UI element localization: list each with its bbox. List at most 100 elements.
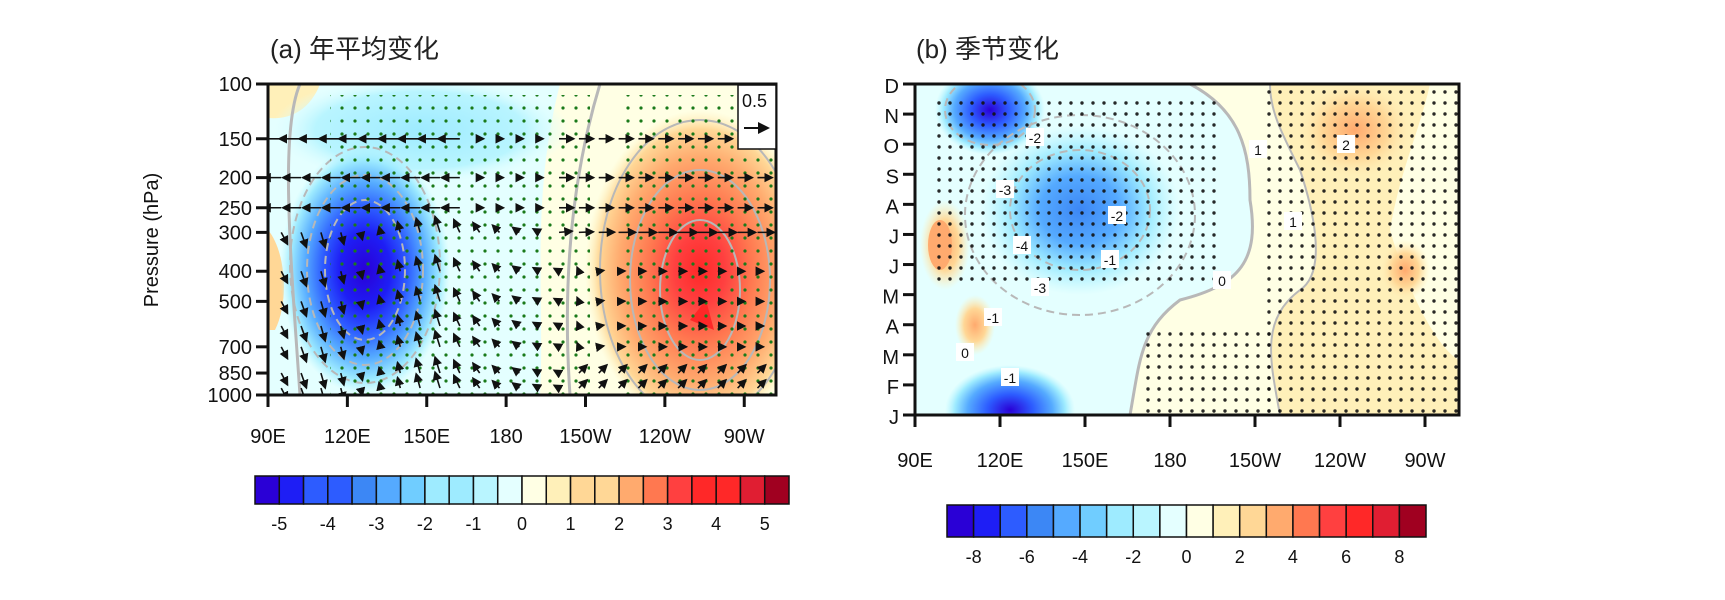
contour-label: 1 bbox=[1289, 214, 1297, 230]
colorbar-swatch bbox=[571, 476, 595, 504]
y-tick-label: F bbox=[887, 377, 899, 399]
x-tick-label: 120E bbox=[324, 426, 371, 448]
colorbar-label: 1 bbox=[566, 514, 576, 534]
colorbar-swatch bbox=[716, 476, 740, 504]
colorbar-swatch bbox=[449, 476, 473, 504]
x-tick-label: 150E bbox=[1062, 450, 1109, 472]
colorbar-swatch bbox=[279, 476, 303, 504]
contour-label: -2 bbox=[1029, 130, 1042, 146]
panel-a-field bbox=[259, 75, 815, 430]
contour-label: -1 bbox=[1004, 370, 1017, 386]
wind-vector bbox=[599, 325, 604, 326]
colorbar-swatch bbox=[1133, 505, 1160, 537]
x-tick-label: 120E bbox=[977, 450, 1024, 472]
y-tick-label: M bbox=[882, 287, 899, 309]
colorbar-label: 6 bbox=[1341, 547, 1351, 567]
panel-a-x-ticks: 90E 120E 150E 180 150W 120W 90W bbox=[250, 395, 765, 448]
x-tick-label: 150W bbox=[1229, 450, 1281, 472]
y-tick-label: 300 bbox=[219, 222, 252, 244]
wind-vector bbox=[599, 301, 604, 302]
y-tick-label: 100 bbox=[219, 74, 252, 96]
colorbar-swatch bbox=[619, 476, 643, 504]
colorbar-swatch bbox=[1399, 505, 1426, 537]
x-tick-label: 90E bbox=[250, 426, 286, 448]
contour-label: -3 bbox=[1034, 280, 1047, 296]
panel-b-title: (b) 季节变化 bbox=[916, 34, 1059, 64]
colorbar-swatch bbox=[1213, 505, 1240, 537]
colorbar-swatch bbox=[974, 505, 1001, 537]
y-tick-label: O bbox=[883, 136, 899, 158]
wind-vector bbox=[599, 270, 604, 271]
colorbar-swatch bbox=[668, 476, 692, 504]
y-tick-label: A bbox=[886, 317, 900, 339]
colorbar-swatch bbox=[1320, 505, 1347, 537]
colorbar-swatch bbox=[522, 476, 546, 504]
colorbar-label: -2 bbox=[1125, 547, 1141, 567]
colorbar-swatch bbox=[304, 476, 328, 504]
colorbar-label: 5 bbox=[760, 514, 770, 534]
colorbar-label: -8 bbox=[966, 547, 982, 567]
x-tick-label: 150E bbox=[403, 426, 450, 448]
colorbar-swatch bbox=[947, 505, 974, 537]
x-tick-label: 120W bbox=[1314, 450, 1366, 472]
x-tick-label: 180 bbox=[489, 426, 522, 448]
x-tick-label: 120W bbox=[639, 426, 691, 448]
colorbar-label: -1 bbox=[465, 514, 481, 534]
panel-a-title: (a) 年平均变化 bbox=[270, 34, 439, 64]
colorbar-swatch bbox=[1000, 505, 1027, 537]
contour-label: -4 bbox=[1016, 238, 1029, 254]
colorbar-label: 2 bbox=[1235, 547, 1245, 567]
y-tick-label: 400 bbox=[219, 261, 252, 283]
contour-label: 0 bbox=[961, 345, 969, 361]
x-tick-label: 90W bbox=[1404, 450, 1445, 472]
colorbar-swatch bbox=[255, 476, 279, 504]
colorbar-swatch bbox=[1240, 505, 1267, 537]
colorbar-swatch bbox=[643, 476, 667, 504]
y-tick-label: J bbox=[889, 226, 899, 248]
colorbar-label: -5 bbox=[271, 514, 287, 534]
colorbar-swatch bbox=[328, 476, 352, 504]
colorbar-swatch bbox=[352, 476, 376, 504]
colorbar-swatch bbox=[546, 476, 570, 504]
y-tick-label: S bbox=[886, 166, 899, 188]
x-tick-label: 150W bbox=[559, 426, 611, 448]
colorbar-swatch bbox=[473, 476, 497, 504]
colorbar-label: 3 bbox=[663, 514, 673, 534]
colorbar-swatch bbox=[425, 476, 449, 504]
colorbar-label: 0 bbox=[1181, 547, 1191, 567]
panel-b-stipple-east bbox=[1260, 90, 1459, 415]
colorbar-swatch bbox=[1080, 505, 1107, 537]
y-tick-label: D bbox=[885, 76, 899, 98]
colorbar-label: 4 bbox=[1288, 547, 1298, 567]
y-tick-label: 150 bbox=[219, 129, 252, 151]
colorbar-swatch bbox=[595, 476, 619, 504]
y-tick-label: 700 bbox=[219, 337, 252, 359]
colorbar-label: 0 bbox=[517, 514, 527, 534]
colorbar-label: -4 bbox=[320, 514, 336, 534]
y-tick-label: 500 bbox=[219, 291, 252, 313]
contour-label: -3 bbox=[999, 182, 1012, 198]
colorbar-label: 4 bbox=[711, 514, 721, 534]
colorbar-swatch bbox=[1107, 505, 1134, 537]
colorbar-swatch bbox=[1027, 505, 1054, 537]
panel-b-stipple-south bbox=[1140, 330, 1280, 415]
wind-vector bbox=[599, 346, 604, 347]
y-tick-label: 850 bbox=[219, 363, 252, 385]
y-tick-label: J bbox=[889, 257, 899, 279]
colorbar-swatch bbox=[1373, 505, 1400, 537]
x-tick-label: 90W bbox=[724, 426, 765, 448]
y-tick-label: J bbox=[889, 407, 899, 429]
x-tick-label: 180 bbox=[1153, 450, 1186, 472]
colorbar-swatch bbox=[1160, 505, 1187, 537]
y-tick-label: 250 bbox=[219, 198, 252, 220]
colorbar-label: -4 bbox=[1072, 547, 1088, 567]
colorbar-swatch bbox=[1346, 505, 1373, 537]
y-tick-label: 1000 bbox=[208, 385, 253, 407]
